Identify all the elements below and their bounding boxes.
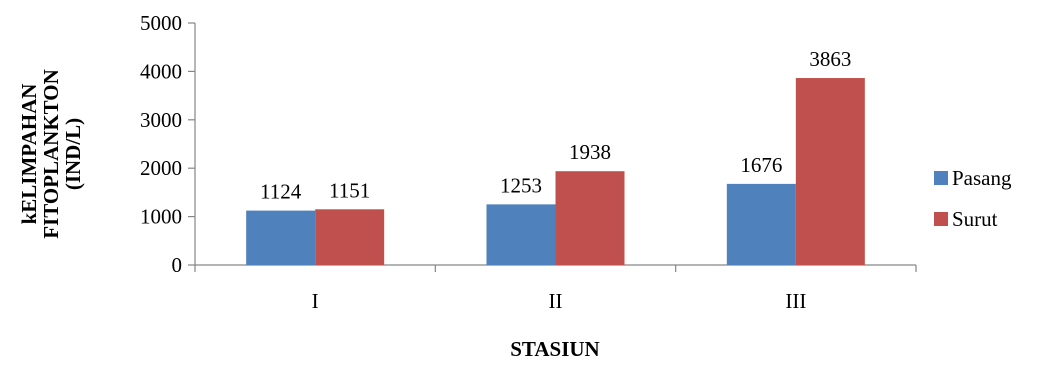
bar-pasang bbox=[486, 204, 556, 265]
legend-swatch bbox=[934, 212, 948, 226]
y-axis-title-line: (IND/L) bbox=[61, 118, 85, 190]
x-tick-label: II bbox=[549, 289, 563, 313]
y-axis-title-line: kELIMPAHAN bbox=[17, 84, 41, 225]
x-tick-label: III bbox=[785, 289, 806, 313]
y-tick-label: 0 bbox=[172, 253, 183, 277]
x-axis-title: STASIUN bbox=[510, 337, 599, 361]
bar-pasang bbox=[246, 210, 316, 265]
data-label: 1151 bbox=[329, 178, 370, 202]
bar-surut bbox=[315, 209, 385, 265]
y-tick-label: 3000 bbox=[140, 108, 182, 132]
data-label: 1124 bbox=[260, 180, 302, 204]
legend-label: Surut bbox=[952, 207, 998, 231]
data-label: 1938 bbox=[569, 140, 611, 164]
bar-pasang bbox=[726, 183, 796, 265]
legend-label: Pasang bbox=[952, 166, 1012, 190]
plot-area: 0 1000 2000 3000 4000 5000 1124 1151 I 1253 1938 II… bbox=[140, 11, 917, 313]
y-tick-label: 1000 bbox=[140, 205, 182, 229]
legend: Pasang Surut bbox=[934, 166, 1012, 231]
y-tick-label: 5000 bbox=[140, 11, 182, 35]
data-label: 3863 bbox=[809, 47, 851, 71]
bar-surut bbox=[795, 78, 865, 266]
data-label: 1676 bbox=[740, 153, 782, 177]
y-axis-title: kELIMPAHAN FITOPLANKTON (IND/L) bbox=[17, 69, 85, 239]
x-tick-label: I bbox=[312, 289, 319, 313]
legend-swatch bbox=[934, 171, 948, 185]
y-tick-label: 4000 bbox=[140, 59, 182, 83]
y-tick-label: 2000 bbox=[140, 156, 182, 180]
bar-surut bbox=[555, 171, 625, 265]
y-axis-title-line: FITOPLANKTON bbox=[39, 69, 63, 239]
data-label: 1253 bbox=[500, 173, 542, 197]
